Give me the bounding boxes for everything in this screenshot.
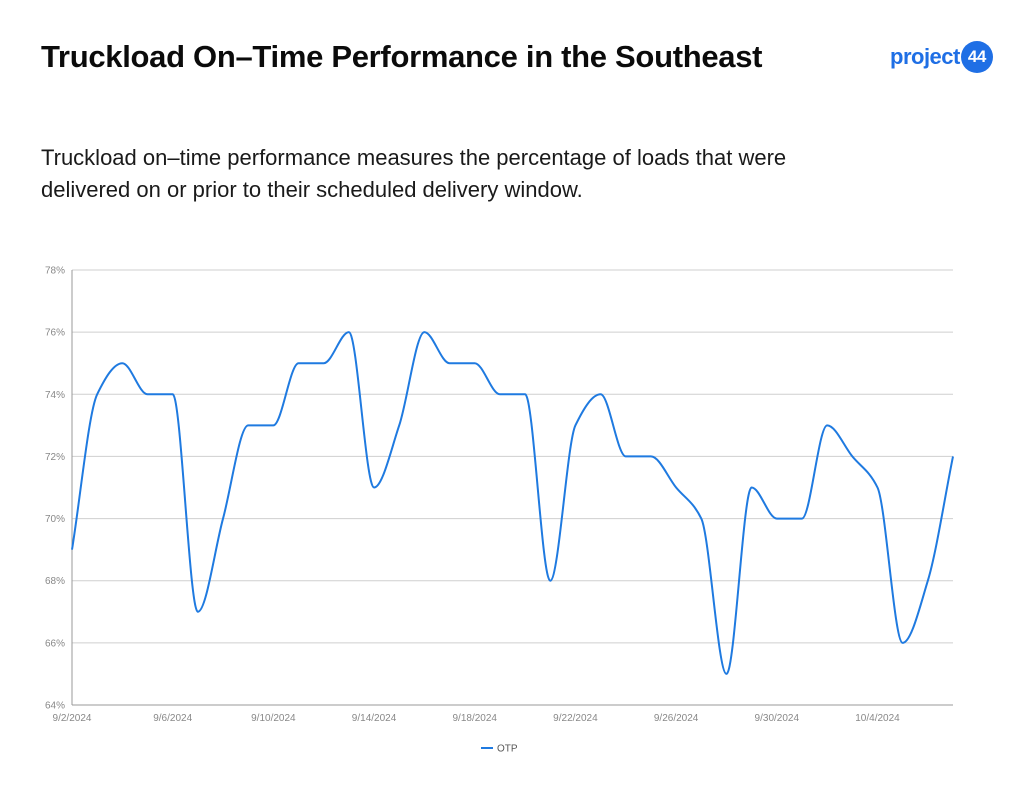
grid-lines	[72, 269, 953, 644]
legend: OTP	[481, 744, 518, 755]
data-point	[94, 391, 100, 397]
data-point	[371, 485, 377, 491]
x-tick-label: 9/2/2024	[53, 713, 92, 724]
project44-logo: project 44	[890, 40, 993, 74]
y-tick-labels: 64% 66% 68% 70% 72% 74% 76% 78%	[45, 266, 65, 712]
line-chart: 64% 66% 68% 70% 72% 74% 76% 78% 9/2/2024 9/6/202…	[45, 266, 956, 755]
y-tick-label: 70%	[45, 514, 65, 525]
data-point	[698, 516, 704, 522]
x-tick-labels: 9/2/2024 9/6/2024 9/10/2024 9/14/2024 9/18/2…	[53, 713, 901, 724]
data-point	[799, 516, 805, 522]
data-point	[296, 360, 302, 366]
chart-title: Truckload On–Time Performance in the Sou…	[41, 39, 763, 74]
chart-subtitle: Truckload on–time performance measures t…	[41, 145, 787, 202]
data-point	[874, 485, 880, 491]
data-point	[950, 453, 956, 459]
x-tick-label: 9/14/2024	[352, 713, 397, 724]
data-point	[421, 329, 427, 335]
data-point	[396, 422, 402, 428]
y-tick-label: 66%	[45, 638, 65, 649]
x-tick-label: 9/10/2024	[251, 713, 296, 724]
data-point	[925, 578, 931, 584]
x-tick-label: 9/26/2024	[654, 713, 699, 724]
y-tick-label: 76%	[45, 328, 65, 339]
data-point	[749, 485, 755, 491]
data-point	[270, 422, 276, 428]
data-point	[648, 453, 654, 459]
data-point	[170, 391, 176, 397]
data-point	[824, 422, 830, 428]
series-line-otp	[71, 331, 954, 675]
data-point	[849, 453, 855, 459]
data-point	[497, 391, 503, 397]
logo-text: project	[890, 44, 960, 69]
series-lines	[69, 329, 956, 677]
y-tick-label: 64%	[45, 701, 65, 712]
data-point	[472, 360, 478, 366]
data-point	[572, 422, 578, 428]
data-point	[321, 360, 327, 366]
data-point	[598, 391, 604, 397]
y-tick-label: 68%	[45, 576, 65, 587]
logo-badge: 44	[960, 41, 993, 73]
x-tick-label: 10/4/2024	[855, 713, 900, 724]
data-point	[723, 671, 729, 677]
y-tick-label: 78%	[45, 266, 65, 277]
x-tick-label: 9/22/2024	[553, 713, 598, 724]
legend-label: OTP	[497, 744, 518, 755]
data-point	[119, 360, 125, 366]
data-point	[145, 391, 151, 397]
data-point	[195, 609, 201, 615]
axes	[71, 270, 953, 706]
data-point	[900, 640, 906, 646]
y-tick-label: 74%	[45, 390, 65, 401]
data-point	[69, 547, 75, 553]
data-point	[547, 578, 553, 584]
data-point	[623, 453, 629, 459]
data-point	[220, 516, 226, 522]
x-tick-label: 9/18/2024	[452, 713, 497, 724]
data-point	[522, 391, 528, 397]
x-tick-label: 9/6/2024	[153, 713, 192, 724]
x-tick-label: 9/30/2024	[755, 713, 800, 724]
data-point	[245, 422, 251, 428]
y-tick-label: 72%	[45, 452, 65, 463]
data-point	[673, 485, 679, 491]
data-point	[447, 360, 453, 366]
data-point	[346, 329, 352, 335]
data-point	[774, 516, 780, 522]
